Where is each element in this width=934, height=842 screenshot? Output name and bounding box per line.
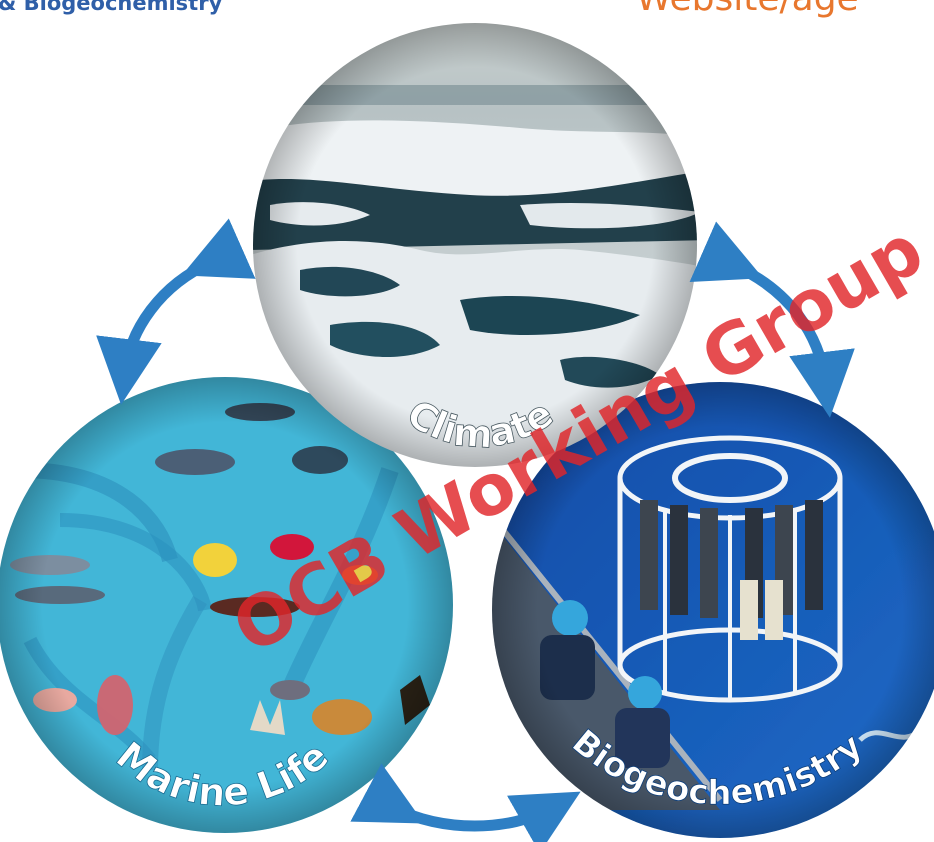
biogeochemistry-node: Biogeochemistry <box>492 382 934 838</box>
marine-life-node: Marine Life <box>0 377 453 833</box>
website-header-text: Website/age <box>636 0 859 19</box>
arrow-climate-biogeochemistry <box>689 221 855 418</box>
arrow-marine-life-biogeochemistry <box>350 763 581 842</box>
climate-node: Climate <box>253 23 697 467</box>
org-name-text: & Biogeochemistry <box>0 0 223 15</box>
arrow-climate-marine-life <box>96 218 256 405</box>
